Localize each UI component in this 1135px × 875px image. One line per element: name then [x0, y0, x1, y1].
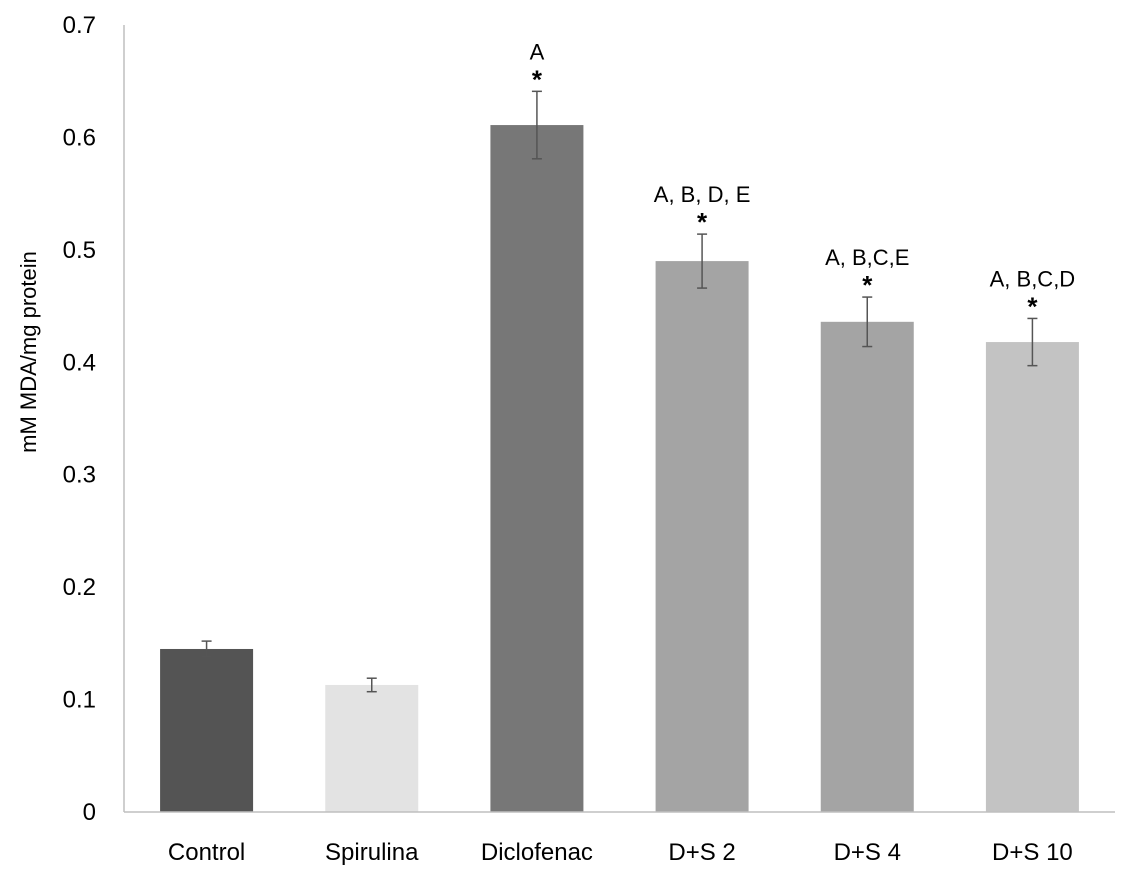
group-annotation: A: [530, 39, 545, 64]
x-category-label: Diclofenac: [481, 839, 593, 866]
significance-star: *: [1027, 291, 1038, 321]
y-tick-label: 0.4: [63, 349, 96, 376]
x-category-label: Control: [168, 839, 245, 866]
error-bar: [862, 296, 873, 348]
error-bar: [531, 90, 542, 160]
y-tick-label: 0: [83, 799, 96, 826]
y-tick-label: 0.6: [63, 124, 96, 151]
y-tick-label: 0.7: [63, 12, 96, 39]
error-bar: [201, 640, 212, 658]
x-category-label: Spirulina: [325, 839, 419, 866]
error-bar: [366, 677, 377, 693]
bar: [490, 125, 584, 813]
bar: [325, 684, 419, 812]
error-bar: [697, 233, 708, 289]
x-category-label: D+S 4: [834, 839, 901, 866]
x-axis-labels: Control Spirulina Diclofenac D+S 2 D+S 4 D+S …: [168, 839, 1073, 866]
bar: [820, 321, 914, 812]
group-annotation: A, B,C,E: [825, 245, 909, 270]
group-annotation: A, B,C,D: [990, 266, 1076, 291]
y-axis-ticks: 0 0.1 0.2 0.3 0.4 0.5 0.6 0.7: [63, 12, 96, 826]
y-tick-label: 0.5: [63, 237, 96, 264]
y-tick-label: 0.1: [63, 687, 96, 714]
y-tick-label: 0.2: [63, 574, 96, 601]
x-category-label: D+S 10: [992, 839, 1073, 866]
bars-group: *A*A, B, D, E*A, B,C,E*A, B,C,D: [160, 39, 1079, 813]
significance-star: *: [862, 270, 873, 300]
bar: [160, 648, 254, 812]
y-tick-label: 0.3: [63, 462, 96, 489]
group-annotation: A, B, D, E: [654, 182, 751, 207]
y-axis-title: mM MDA/mg protein: [16, 251, 41, 453]
significance-star: *: [697, 207, 708, 237]
bar: [985, 342, 1079, 812]
x-category-label: D+S 2: [668, 839, 735, 866]
bar: [655, 261, 749, 813]
error-bar: [1027, 317, 1038, 367]
significance-star: *: [532, 64, 543, 94]
